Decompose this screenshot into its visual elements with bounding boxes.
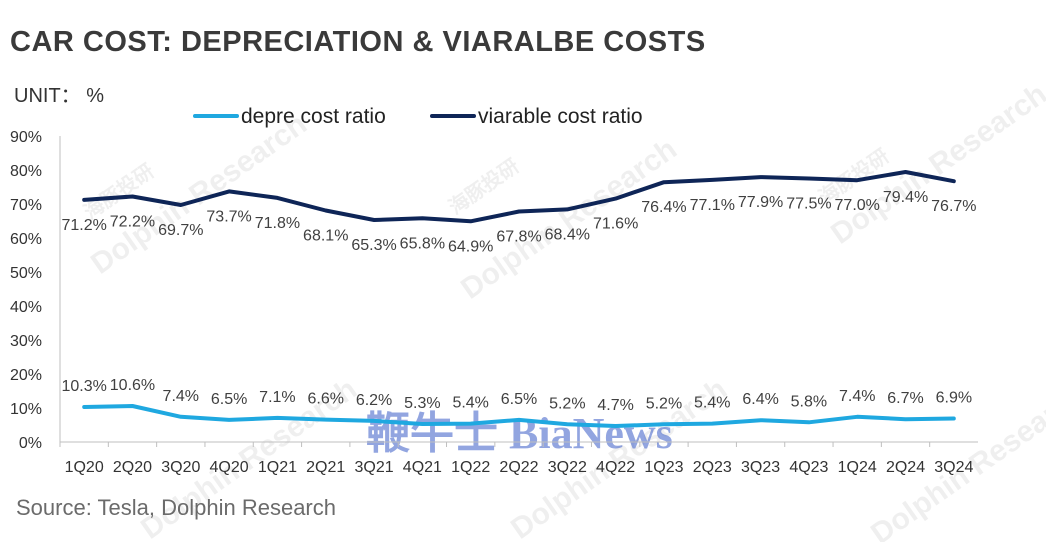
- data-label: 6.5%: [501, 391, 537, 408]
- data-label: 68.4%: [545, 226, 590, 243]
- data-labels: 10.3% 10.6% 7.4% 6.5% 7.1% 6.6% 6.2% 5.3% 5.4% 6.…: [61, 189, 976, 414]
- x-tick-label: 1Q24: [838, 459, 877, 476]
- y-tick-label: 40%: [10, 299, 42, 316]
- x-tick-label: 2Q20: [113, 459, 152, 476]
- y-tick-label: 60%: [10, 231, 42, 248]
- y-tick-label: 90%: [10, 129, 42, 146]
- y-tick-label: 80%: [10, 163, 42, 180]
- y-tick-label: 0%: [19, 435, 42, 452]
- data-label: 6.2%: [356, 392, 392, 409]
- data-label: 5.3%: [404, 395, 440, 412]
- data-label: 6.5%: [211, 391, 247, 408]
- data-label: 6.6%: [308, 391, 344, 408]
- data-label: 5.8%: [791, 393, 827, 410]
- x-tick-label: 4Q23: [789, 459, 828, 476]
- data-label: 72.2%: [110, 214, 155, 231]
- data-label: 69.7%: [158, 222, 203, 239]
- data-label: 5.2%: [646, 395, 682, 412]
- y-tick-label: 50%: [10, 265, 42, 282]
- unit-label: UNIT： %: [14, 85, 104, 107]
- watermark-cn: 海豚投研: [444, 154, 523, 220]
- x-tick-label: 2Q24: [886, 459, 925, 476]
- data-label: 73.7%: [206, 208, 251, 225]
- data-label: 5.4%: [694, 395, 730, 412]
- data-label: 65.8%: [400, 235, 445, 252]
- x-tick-label: 3Q22: [548, 459, 587, 476]
- data-label: 6.4%: [742, 391, 778, 408]
- data-label: 79.4%: [883, 189, 928, 206]
- source-note: Source: Tesla, Dolphin Research: [16, 495, 336, 520]
- y-tick-label: 10%: [10, 401, 42, 418]
- x-tick-label: 3Q21: [354, 459, 393, 476]
- data-label: 68.1%: [303, 227, 348, 244]
- data-label: 5.2%: [549, 395, 585, 412]
- x-tick-label: 3Q20: [161, 459, 200, 476]
- x-tick-label: 4Q20: [210, 459, 249, 476]
- data-label: 67.8%: [496, 228, 541, 245]
- data-label: 71.6%: [593, 216, 638, 233]
- data-label: 76.4%: [641, 199, 686, 216]
- data-label: 65.3%: [351, 237, 396, 254]
- data-label: 64.9%: [448, 238, 493, 255]
- data-label: 71.2%: [61, 217, 106, 234]
- axes: 0% 10% 20% 30% 40% 50% 60% 70% 80% 90% 1Q20 2Q20 3Q2…: [10, 129, 978, 476]
- data-label: 7.4%: [839, 388, 875, 405]
- x-tick-label: 1Q22: [451, 459, 490, 476]
- legend: depre cost ratio viarable cost ratio: [193, 105, 643, 128]
- x-tick-label: 1Q21: [258, 459, 297, 476]
- legend-label: depre cost ratio: [241, 105, 386, 128]
- x-tick-label: 3Q23: [741, 459, 780, 476]
- x-tick-label: 2Q23: [693, 459, 732, 476]
- x-tick-label: 1Q23: [644, 459, 683, 476]
- x-tick-label: 2Q22: [499, 459, 538, 476]
- x-tick-label: 2Q21: [306, 459, 345, 476]
- data-label: 7.1%: [259, 389, 295, 406]
- series: [82, 170, 956, 428]
- x-tick-label: 4Q21: [403, 459, 442, 476]
- data-label: 76.7%: [931, 198, 976, 215]
- data-label: 77.0%: [835, 197, 880, 214]
- data-label: 10.3%: [61, 378, 106, 395]
- data-label: 4.7%: [597, 397, 633, 414]
- y-tick-label: 30%: [10, 333, 42, 350]
- data-label: 10.6%: [110, 377, 155, 394]
- x-tick-label: 4Q22: [596, 459, 635, 476]
- legend-label: viarable cost ratio: [478, 105, 643, 128]
- x-tick-label: 1Q20: [65, 459, 104, 476]
- data-label: 77.1%: [690, 197, 735, 214]
- y-tick-label: 70%: [10, 197, 42, 214]
- data-label: 7.4%: [163, 388, 199, 405]
- y-tick-label: 20%: [10, 367, 42, 384]
- watermark-bianews: 鞭牛士 BiaNews: [366, 409, 673, 458]
- data-label: 77.5%: [786, 196, 831, 213]
- data-label: 6.9%: [936, 390, 972, 407]
- data-label: 6.7%: [887, 390, 923, 407]
- data-label: 71.8%: [255, 215, 300, 232]
- data-label: 5.4%: [452, 395, 488, 412]
- chart-title: CAR COST: DEPRECIATION & VIARALBE COSTS: [10, 26, 706, 58]
- data-label: 77.9%: [738, 194, 783, 211]
- x-tick-label: 3Q24: [934, 459, 973, 476]
